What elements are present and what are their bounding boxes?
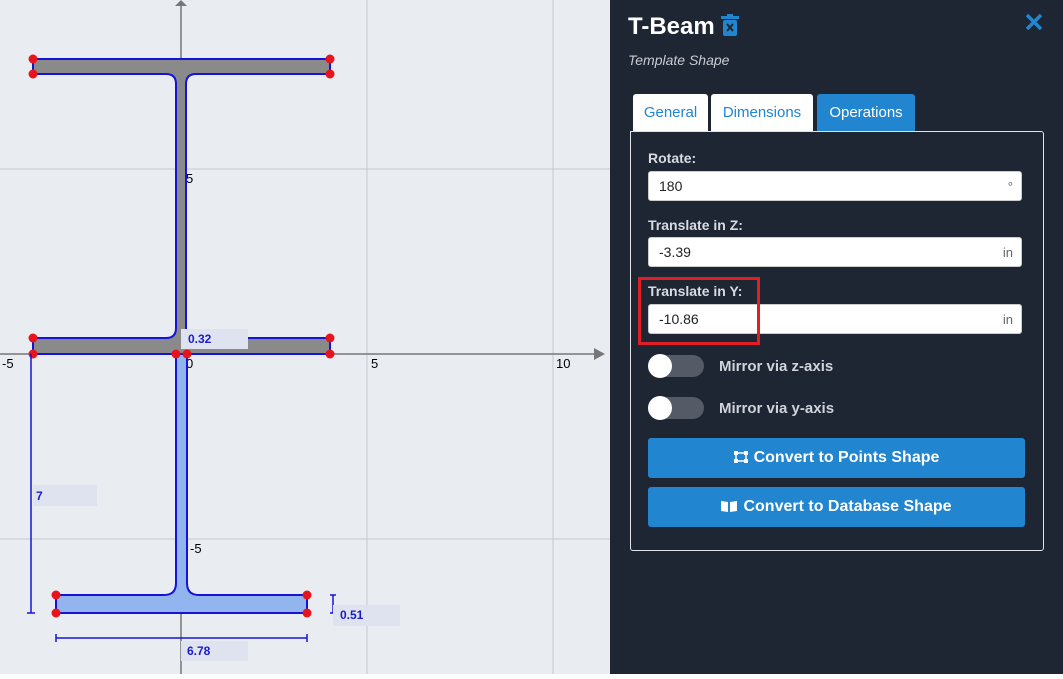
vertex: [51, 590, 61, 600]
icon: [721, 501, 738, 512]
toggle-label: Mirror via y-axis: [719, 400, 835, 417]
panel-subtitle: Template Shape: [628, 52, 730, 68]
toggle[interactable]: [648, 354, 704, 378]
button[interactable]: Convert to Database Shape: [648, 487, 1025, 527]
y-tick-label: -5: [190, 541, 202, 556]
x-tick-label: -5: [2, 356, 14, 371]
tab-content: Rotate: 180 ° Translate in Z: -3.39 in Tra…: [630, 131, 1044, 551]
input[interactable]: 180 °: [648, 171, 1022, 201]
input-value: -10.86: [659, 311, 699, 327]
panel-title: T-Beam: [628, 13, 715, 40]
vertex: [325, 69, 335, 79]
close-button[interactable]: [1024, 12, 1044, 32]
highlight-box: [638, 277, 760, 345]
dimension-label: 0.32: [188, 332, 212, 346]
vertex: [302, 590, 312, 600]
vertex: [28, 54, 38, 64]
x-tick-label: 5: [371, 356, 378, 371]
input-unit: in: [1002, 245, 1013, 260]
icon: [733, 451, 748, 463]
vertex: [28, 333, 38, 343]
vertex: [51, 608, 61, 618]
input-value: 180: [659, 178, 683, 194]
dimension-label: 6.78: [187, 644, 211, 658]
vertex: [325, 349, 335, 359]
vertex: [182, 349, 192, 359]
label-box: [33, 485, 97, 506]
button-label: Convert to Database Shape: [743, 498, 952, 515]
label-box: [333, 605, 400, 626]
vertex: [325, 333, 335, 343]
x-tick-label: 10: [556, 356, 570, 371]
input[interactable]: -3.39 in: [648, 237, 1022, 267]
canvas-svg: -5 0 5 10 5 -5 0.32 7 6.78 0.51: [0, 0, 610, 674]
input-value: -3.39: [659, 244, 691, 260]
y-tick-label: 5: [186, 171, 193, 186]
label-box: [181, 641, 248, 661]
vertex: [171, 349, 181, 359]
y-axis-arrow: [175, 0, 187, 6]
drawing-canvas: -5 0 5 10 5 -5 0.32 7 6.78 0.51: [0, 0, 610, 674]
dimension-label: 0.51: [340, 608, 364, 622]
toggle[interactable]: [648, 396, 704, 420]
vertex: [28, 69, 38, 79]
vertex: [302, 608, 312, 618]
button-label: Convert to Points Shape: [753, 449, 940, 466]
label-box: [181, 329, 248, 349]
original-shape: [32, 58, 331, 355]
input[interactable]: -10.86 in: [648, 304, 1022, 334]
x-tick-label: 0: [186, 356, 193, 371]
button[interactable]: Convert to Points Shape: [648, 438, 1025, 478]
input-unit: in: [1002, 312, 1013, 327]
delete-icon[interactable]: [721, 14, 739, 36]
input-unit: °: [1007, 179, 1013, 194]
tab[interactable]: General: [633, 94, 708, 131]
vertex: [325, 54, 335, 64]
dimension-label: 7: [36, 489, 43, 503]
side-panel: T-Beam Template Shape General Dimensions…: [610, 0, 1063, 674]
tab-active[interactable]: Operations: [817, 94, 915, 131]
x-axis-arrow: [594, 348, 605, 360]
field-label: Rotate:: [648, 150, 697, 166]
field-label: Translate in Y:: [648, 283, 743, 299]
field-label: Translate in Z:: [648, 217, 743, 233]
transformed-shape: [55, 353, 308, 614]
tab[interactable]: Dimensions: [711, 94, 813, 131]
toggle-label: Mirror via z-axis: [719, 358, 834, 375]
vertex: [28, 349, 38, 359]
